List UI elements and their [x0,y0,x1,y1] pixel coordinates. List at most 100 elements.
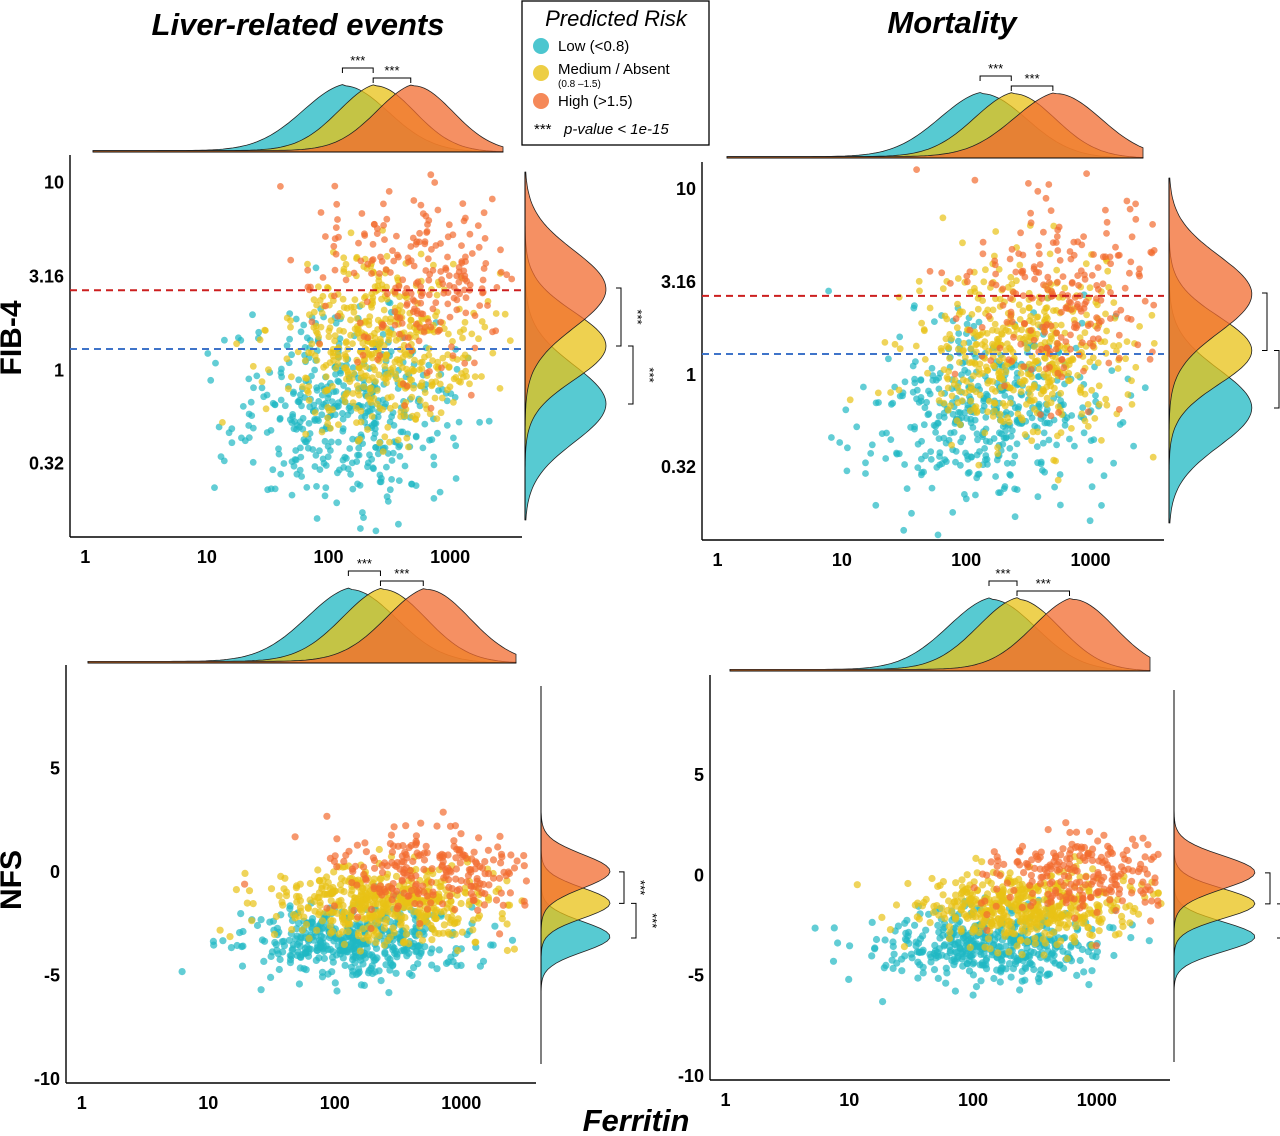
point-low [1063,414,1071,422]
point-high [1019,292,1027,299]
point-high [453,886,461,895]
point-medium [1122,355,1129,363]
point-high [427,323,435,331]
point-high [453,306,461,314]
point-low [428,945,436,953]
point-medium [991,252,998,260]
point-high [1148,249,1156,257]
point-high [446,313,454,321]
point-high [432,242,440,249]
point-medium [1010,386,1017,394]
point-low [322,484,330,492]
point-low [333,499,341,507]
point-medium [325,333,333,341]
point-medium [1025,919,1033,927]
x-tick-label: 1000 [441,1093,481,1113]
point-low [845,975,853,984]
point-high [1032,268,1040,276]
point-high [1077,267,1085,275]
point-medium [376,439,383,447]
point-low [419,444,427,452]
point-medium [452,374,460,381]
point-medium [388,393,395,401]
point-high [400,889,408,897]
point-low [388,457,396,464]
point-medium [1082,260,1090,268]
point-medium [327,317,335,324]
point-low [277,470,285,478]
point-medium [340,268,348,275]
point-high [364,260,372,268]
point-low [974,436,981,444]
point-low [370,419,378,427]
point-low [1073,971,1081,980]
point-high [1115,331,1123,339]
point-medium [959,376,967,384]
legend-swatch-medium [533,65,549,81]
point-medium [938,904,946,912]
point-medium [329,349,337,357]
point-medium [959,239,966,247]
point-high [360,863,368,871]
point-medium [304,904,312,913]
point-medium [501,310,509,318]
point-high [428,246,435,253]
point-medium [469,926,477,934]
point-medium [347,229,355,237]
point-medium [994,444,1001,451]
point-low [386,966,394,974]
point-low [972,491,979,499]
point-medium [1128,401,1136,408]
point-high [431,179,439,186]
point-medium [386,933,394,941]
point-medium [1048,377,1056,384]
point-high [983,926,991,934]
point-medium [1051,384,1058,392]
point-high [1046,350,1053,358]
point-high [378,891,386,899]
point-medium [954,300,961,308]
point-medium [318,885,326,893]
point-high [308,318,316,326]
point-medium [1095,917,1103,925]
point-high [437,318,444,326]
point-high [423,892,431,900]
point-high [1045,181,1053,188]
point-high [426,368,433,375]
point-low [297,328,305,336]
point-high [1028,366,1035,373]
point-medium [969,928,977,936]
point-high [479,276,487,284]
point-high [391,321,399,329]
point-high [1081,275,1089,283]
point-high [440,289,448,297]
point-medium [994,450,1002,457]
point-high [1035,242,1042,250]
point-medium [475,335,482,343]
point-low [333,987,341,995]
series-low [811,894,1153,1006]
point-high [1106,896,1114,904]
point-low [292,315,300,323]
point-medium [331,337,338,345]
point-high [1027,209,1034,217]
point-high [420,856,429,864]
point-high [1003,318,1011,326]
point-high [1044,890,1052,898]
point-low [339,425,347,432]
point-medium [392,872,401,881]
point-high [1072,828,1081,836]
point-high [1028,877,1036,886]
point-medium [1072,923,1080,931]
point-high [1127,258,1135,266]
point-low [1106,923,1114,932]
point-high [1139,834,1147,842]
point-high [991,257,999,265]
point-high [331,266,339,274]
x-tick-label: 1 [77,1093,87,1113]
point-low [253,921,262,930]
point-medium [967,345,975,352]
point-low [951,987,960,995]
point-high [489,874,498,882]
